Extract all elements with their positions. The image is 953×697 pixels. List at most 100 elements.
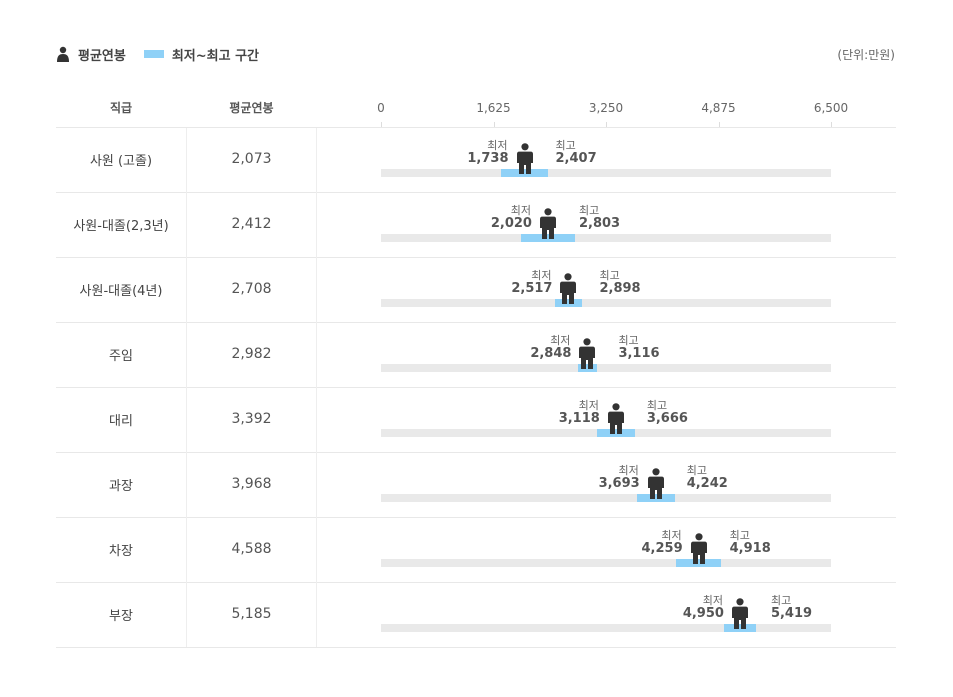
rank-name: 부장 <box>109 608 133 624</box>
min-label: 최저 <box>510 204 531 217</box>
person-icon <box>539 208 557 239</box>
column-divider <box>186 128 187 647</box>
max-value: 3,666 <box>646 411 688 426</box>
x-tick-label: 4,875 <box>701 101 736 115</box>
row-divider <box>56 257 896 258</box>
avg-salary: 5,185 <box>231 606 272 622</box>
range-track <box>381 494 831 502</box>
x-tick-mark <box>718 122 720 127</box>
max-value: 4,918 <box>729 541 771 556</box>
avg-salary: 2,073 <box>231 151 272 167</box>
rank-name: 대리 <box>109 413 133 429</box>
legend: 평균연봉 최저~최고 구간 <box>56 44 259 64</box>
rank-name: 사원-대졸(2,3년) <box>73 218 169 234</box>
column-divider <box>316 128 317 647</box>
min-value: 2,020 <box>490 216 532 231</box>
range-track <box>381 364 831 372</box>
row-divider <box>56 582 896 583</box>
range-track <box>381 559 831 567</box>
x-tick-mark <box>381 122 382 127</box>
row-divider <box>56 647 896 648</box>
range-track <box>381 169 831 177</box>
row-divider <box>56 127 896 128</box>
max-label: 최고 <box>646 399 668 412</box>
rank-name: 차장 <box>109 543 133 559</box>
min-value: 2,848 <box>530 346 572 361</box>
salary-range-bar <box>520 234 576 242</box>
x-tick-label: 0 <box>377 101 385 115</box>
min-value: 2,517 <box>511 281 553 296</box>
min-label: 최저 <box>487 139 508 152</box>
person-icon <box>57 46 69 62</box>
header-rank: 직급 <box>109 101 133 115</box>
max-label: 최고 <box>729 529 750 542</box>
range-swatch <box>143 50 164 58</box>
avg-salary: 2,708 <box>231 281 272 297</box>
x-tick-mark <box>606 122 607 127</box>
max-value: 2,898 <box>599 281 641 296</box>
range-track <box>381 299 831 307</box>
min-label: 최저 <box>578 399 599 412</box>
range-track <box>381 234 831 242</box>
max-value: 5,419 <box>770 606 813 621</box>
avg-salary: 3,392 <box>231 411 272 427</box>
row-divider <box>56 322 896 323</box>
min-value: 4,259 <box>641 541 683 556</box>
x-tick-label: 6,500 <box>813 101 849 115</box>
rank-name: 사원-대졸(4년) <box>79 283 163 299</box>
salary-range-bar <box>675 559 722 567</box>
rank-name: 사원 (고졸) <box>89 153 153 169</box>
person-icon <box>516 143 534 174</box>
max-value: 2,803 <box>578 216 621 231</box>
max-label: 최고 <box>555 139 576 152</box>
x-tick-label: 3,250 <box>588 101 624 115</box>
min-label: 최저 <box>661 529 682 542</box>
max-label: 최고 <box>599 269 620 282</box>
person-icon <box>559 273 577 304</box>
salary-range-bar <box>723 624 757 632</box>
salary-range-bar <box>555 299 582 307</box>
avg-salary: 2,982 <box>231 346 272 362</box>
avg-salary: 4,588 <box>231 541 272 557</box>
salary-range-bar <box>596 429 635 437</box>
row-divider <box>56 387 896 388</box>
salary-range-bar <box>578 364 597 372</box>
x-tick-label: 1,625 <box>476 101 511 115</box>
x-tick-mark <box>831 122 832 127</box>
min-value: 1,738 <box>467 151 509 166</box>
unit-label: (단위:만원) <box>837 48 895 62</box>
legend-range-label: 최저~최고 구간 <box>171 48 260 64</box>
person-icon <box>690 533 708 564</box>
header-avg: 평균연봉 <box>229 101 274 115</box>
avg-salary: 2,412 <box>231 216 272 232</box>
max-label: 최고 <box>686 464 707 477</box>
person-icon <box>731 598 749 629</box>
min-label: 최저 <box>618 464 639 477</box>
avg-salary: 3,968 <box>231 476 272 492</box>
max-label: 최고 <box>618 334 639 347</box>
salary-range-bar <box>501 169 548 177</box>
salary-range-bar <box>636 494 675 502</box>
min-label: 최저 <box>702 594 723 607</box>
max-label: 최고 <box>770 594 792 607</box>
rank-name: 주임 <box>109 348 133 364</box>
range-track <box>381 624 831 632</box>
rank-name: 과장 <box>109 478 133 494</box>
max-label: 최고 <box>578 204 600 217</box>
row-divider <box>56 452 896 453</box>
person-icon <box>647 468 665 499</box>
max-value: 2,407 <box>555 151 597 166</box>
legend-avg-label: 평균연봉 <box>78 48 126 64</box>
row-divider <box>56 517 896 518</box>
min-label: 최저 <box>550 334 571 347</box>
person-icon <box>578 338 596 369</box>
min-label: 최저 <box>531 269 552 282</box>
max-value: 3,116 <box>618 346 660 361</box>
min-value: 3,118 <box>558 411 600 426</box>
min-value: 3,693 <box>598 476 640 491</box>
max-value: 4,242 <box>686 476 728 491</box>
min-value: 4,950 <box>682 606 724 621</box>
person-icon <box>607 403 625 434</box>
row-divider <box>56 192 896 193</box>
x-tick-mark <box>493 122 495 127</box>
